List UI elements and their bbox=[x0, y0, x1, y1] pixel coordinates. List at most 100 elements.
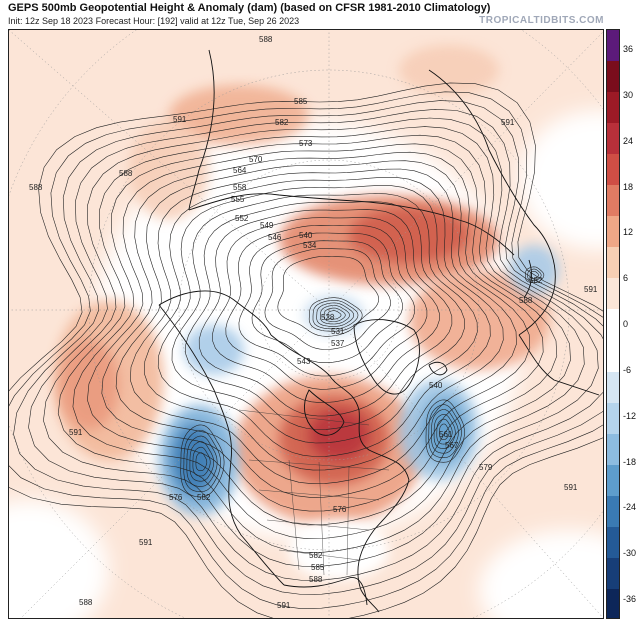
anomaly-field bbox=[9, 30, 603, 618]
colorbar-tick-label: -18 bbox=[623, 456, 637, 467]
contour-label: 582 bbox=[275, 118, 289, 127]
colorbar-tick-label: -6 bbox=[623, 364, 632, 375]
contour-label: 534 bbox=[303, 241, 317, 250]
height-contour bbox=[9, 82, 603, 618]
height-contour bbox=[129, 168, 517, 485]
contour-label: 546 bbox=[268, 233, 282, 242]
height-contour bbox=[327, 310, 342, 320]
contour-label: 591 bbox=[173, 115, 187, 124]
height-contour bbox=[238, 232, 416, 377]
map-title: GEPS 500mb Geopotential Height & Anomaly… bbox=[8, 2, 491, 14]
contour-label: 591 bbox=[139, 538, 153, 547]
anomaly-colorbar bbox=[606, 29, 620, 619]
contour-label: 591 bbox=[584, 285, 598, 294]
contour-label: 555 bbox=[231, 195, 245, 204]
height-contour bbox=[433, 414, 456, 449]
height-contour bbox=[251, 240, 403, 363]
contour-label: 570 bbox=[249, 155, 263, 164]
colorbar-tick-label: -24 bbox=[623, 502, 637, 513]
hemisphere-map: 588 585 582 591 570 573 564 558 555 552 … bbox=[8, 29, 604, 619]
height-contour bbox=[72, 134, 571, 540]
colorbar-tick-label: 0 bbox=[623, 319, 629, 329]
colorbar-segment bbox=[607, 216, 619, 248]
height-contour bbox=[436, 418, 453, 445]
contour-label: 528 bbox=[321, 313, 335, 322]
colorbar-segment bbox=[607, 278, 619, 310]
contour-label: 588 bbox=[309, 575, 323, 584]
height-contour bbox=[143, 177, 504, 471]
height-contour bbox=[277, 256, 380, 337]
height-contour bbox=[225, 224, 428, 390]
colorbar-segment bbox=[607, 154, 619, 186]
contour-label: 549 bbox=[260, 221, 274, 230]
contour-label: 564 bbox=[233, 166, 247, 175]
contour-label: 582 bbox=[309, 551, 323, 560]
height-contour bbox=[428, 404, 462, 458]
colorbar-segment bbox=[607, 185, 619, 217]
contour-label: 588 bbox=[119, 169, 133, 178]
height-contour bbox=[87, 143, 558, 526]
colorbar-segment bbox=[607, 557, 619, 590]
colorbar-segment bbox=[607, 495, 619, 528]
contour-label: 567 bbox=[445, 441, 459, 450]
height-contour bbox=[9, 91, 603, 609]
contour-label: 576 bbox=[169, 493, 183, 502]
colorbar-segment bbox=[607, 92, 619, 124]
political-borders bbox=[238, 409, 390, 576]
height-contour bbox=[527, 268, 542, 281]
height-contour bbox=[316, 302, 354, 327]
height-contours bbox=[9, 82, 603, 618]
contour-label: 558 bbox=[233, 183, 247, 192]
contour-label: 537 bbox=[331, 339, 345, 348]
contour-label: 591 bbox=[564, 483, 578, 492]
height-contour bbox=[115, 160, 531, 498]
contour-label: 591 bbox=[277, 601, 291, 610]
contour-label: 540 bbox=[299, 231, 313, 240]
height-contour bbox=[189, 441, 214, 482]
contour-label: 579 bbox=[479, 463, 493, 472]
graticule bbox=[9, 30, 603, 618]
height-contour bbox=[431, 409, 459, 454]
colorbar-tick-label: 24 bbox=[623, 135, 634, 146]
contour-label: 561 bbox=[439, 430, 453, 439]
colorbar-segment bbox=[607, 588, 619, 618]
colorbar-segment bbox=[607, 371, 619, 404]
height-contour bbox=[323, 307, 346, 322]
height-contour bbox=[57, 126, 585, 553]
brand-watermark: TROPICALTIDBITS.COM bbox=[479, 15, 604, 26]
height-contour bbox=[320, 305, 350, 325]
height-contour bbox=[186, 435, 218, 487]
colorbar-segment bbox=[607, 30, 619, 62]
colorbar-segment bbox=[607, 61, 619, 93]
height-contour bbox=[312, 300, 359, 330]
height-contour bbox=[195, 452, 208, 471]
colorbar-tick-label: 30 bbox=[623, 89, 634, 100]
contour-label: 582 bbox=[197, 493, 211, 502]
contour-label: 540 bbox=[429, 381, 443, 390]
height-contour bbox=[192, 446, 211, 477]
height-contour bbox=[198, 209, 453, 417]
colorbar-tick-label: 12 bbox=[623, 227, 634, 238]
height-contour bbox=[425, 399, 465, 463]
header: GEPS 500mb Geopotential Height & Anomaly… bbox=[0, 0, 640, 28]
colorbar-tick-label: 18 bbox=[623, 181, 634, 192]
height-contour bbox=[185, 201, 465, 430]
colorbar-segment bbox=[607, 247, 619, 279]
height-contour bbox=[13, 100, 603, 595]
height-contour bbox=[264, 248, 391, 350]
contour-label: 585 bbox=[311, 563, 325, 572]
height-contour bbox=[183, 430, 221, 492]
contour-label: 588 bbox=[519, 296, 533, 305]
colorbar-segment bbox=[607, 123, 619, 155]
colorbar-tick-label: 6 bbox=[623, 273, 629, 284]
height-contour bbox=[180, 424, 225, 498]
height-contour bbox=[28, 108, 603, 581]
colorbar-tick-label: -36 bbox=[623, 594, 637, 604]
contour-label: 588 bbox=[29, 183, 43, 192]
height-contour bbox=[157, 185, 491, 457]
contour-labels: 588 585 582 591 570 573 564 558 555 552 … bbox=[29, 35, 598, 610]
contour-label: 588 bbox=[79, 598, 93, 607]
height-contour bbox=[101, 151, 544, 512]
contour-label: 573 bbox=[299, 139, 313, 148]
colorbar-segment bbox=[607, 340, 619, 373]
